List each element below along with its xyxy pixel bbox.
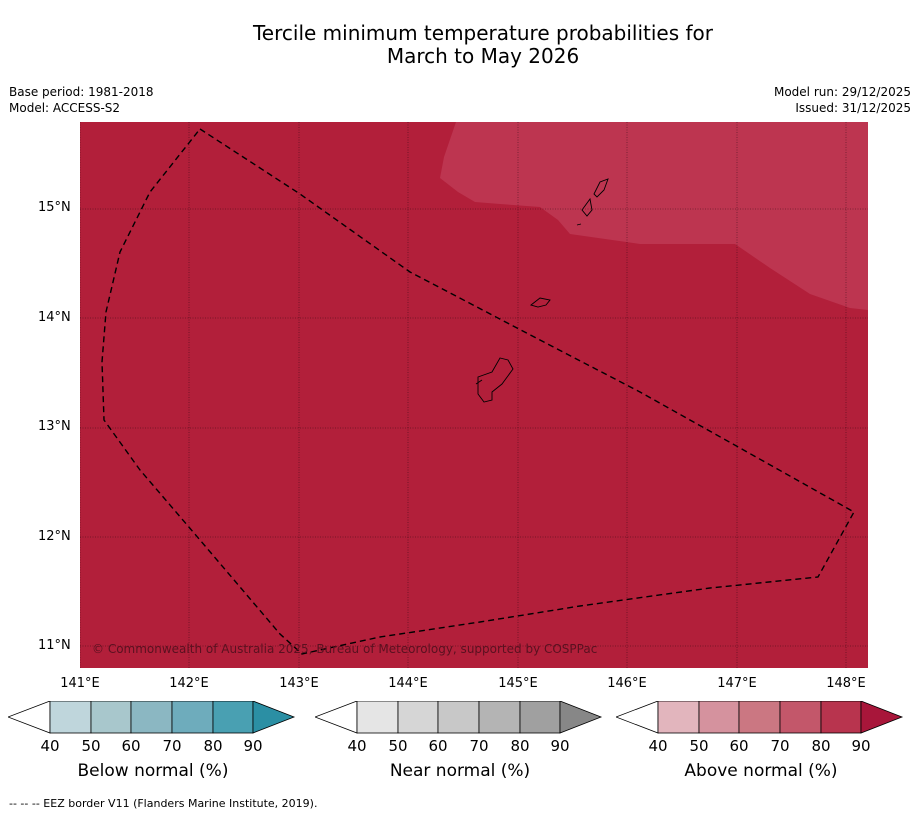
colorbar-segment <box>616 701 659 734</box>
tick-label: 40 <box>40 737 60 755</box>
tick-label: 40 <box>347 737 367 755</box>
lon-label-141e: 141°E <box>60 676 100 691</box>
colorbar-segment <box>8 701 51 734</box>
graticule <box>80 122 868 668</box>
lat-label-11n: 11°N <box>38 638 71 653</box>
lon-label-146e: 146°E <box>607 676 647 691</box>
lat-label-13n: 13°N <box>38 419 71 434</box>
meta-left: Base period: 1981-2018 Model: ACCESS-S2 <box>9 84 154 116</box>
legend-title-below: Below normal (%) <box>77 761 229 781</box>
colorbar-segment <box>559 701 603 734</box>
colorbar-segment <box>738 701 781 734</box>
tick-label: 90 <box>550 737 570 755</box>
lon-label-142e: 142°E <box>169 676 209 691</box>
lon-label-148e: 148°E <box>826 676 866 691</box>
legend-title-near: Near normal (%) <box>389 761 531 781</box>
island-aguijan <box>576 223 582 226</box>
colorbar-segment <box>356 701 399 734</box>
colorbar-near <box>315 701 603 734</box>
lat-label-14n: 14°N <box>38 310 71 325</box>
colorbar-segment <box>779 701 822 734</box>
island-tinian <box>581 197 593 217</box>
island-rota <box>530 297 551 308</box>
tick-label: 70 <box>469 737 489 755</box>
island-saipan <box>593 178 609 198</box>
colorbar-below <box>8 701 296 734</box>
colorbar-segment <box>252 701 296 734</box>
map-panel: © Commonwealth of Australia 2025, Bureau… <box>80 122 868 668</box>
colorbar-segment <box>820 701 862 734</box>
colorbar-segment <box>860 701 904 734</box>
colorbar-segment <box>519 701 561 734</box>
tick-label: 90 <box>851 737 871 755</box>
colorbar-segment <box>657 701 700 734</box>
tick-label: 40 <box>648 737 668 755</box>
island-guam <box>475 357 514 403</box>
map-canvas <box>80 122 868 668</box>
colorbar-segment <box>90 701 132 734</box>
tick-label: 50 <box>81 737 101 755</box>
legend-above-normal: 40 50 60 70 80 90 Above normal (%) <box>616 701 906 781</box>
tick-label: 60 <box>428 737 448 755</box>
lat-label-15n: 15°N <box>38 200 71 215</box>
lon-label-144e: 144°E <box>388 676 428 691</box>
legend-title-above: Above normal (%) <box>684 761 838 781</box>
tick-label: 80 <box>811 737 831 755</box>
colorbar-above <box>616 701 904 734</box>
tick-label: 80 <box>510 737 530 755</box>
meta-right: Model run: 29/12/2025 Issued: 31/12/2025 <box>774 84 911 116</box>
probability-field-light <box>440 122 868 310</box>
tick-label: 50 <box>689 737 709 755</box>
colorbar-segment <box>478 701 521 734</box>
tick-label: 50 <box>388 737 408 755</box>
model-name: Model: ACCESS-S2 <box>9 101 121 115</box>
tick-label: 80 <box>203 737 223 755</box>
colorbar-segment <box>698 701 740 734</box>
colorbar-segment <box>397 701 439 734</box>
colorbar-segment <box>212 701 254 734</box>
colorbar-segment <box>49 701 92 734</box>
colorbar-segment <box>437 701 480 734</box>
colorbar-segment <box>171 701 214 734</box>
lon-label-145e: 145°E <box>498 676 538 691</box>
eez-footnote: -- -- -- EEZ border V11 (Flanders Marine… <box>9 797 318 810</box>
issued-date: Issued: 31/12/2025 <box>795 101 911 115</box>
legend-below-normal: 40 50 60 70 80 90 Below normal (%) <box>8 701 298 781</box>
lon-label-143e: 143°E <box>279 676 319 691</box>
base-period: Base period: 1981-2018 <box>9 85 154 99</box>
lat-label-12n: 12°N <box>38 529 71 544</box>
colorbar-segment <box>315 701 358 734</box>
map-title: Tercile minimum temperature probabilitie… <box>0 22 919 68</box>
legend-near-normal: 40 50 60 70 80 90 Near normal (%) <box>315 701 605 781</box>
title-line-1: Tercile minimum temperature probabilitie… <box>252 21 714 45</box>
eez-border <box>101 128 855 655</box>
copyright-notice: © Commonwealth of Australia 2025, Bureau… <box>92 642 598 656</box>
title-line-2: March to May 2026 <box>386 44 580 68</box>
tick-label: 60 <box>121 737 141 755</box>
tick-label: 70 <box>770 737 790 755</box>
colorbar-segment <box>130 701 173 734</box>
model-run: Model run: 29/12/2025 <box>773 85 911 99</box>
tick-label: 90 <box>243 737 263 755</box>
tick-label: 60 <box>729 737 749 755</box>
tick-label: 70 <box>162 737 182 755</box>
islands <box>475 178 609 403</box>
lon-label-147e: 147°E <box>717 676 757 691</box>
